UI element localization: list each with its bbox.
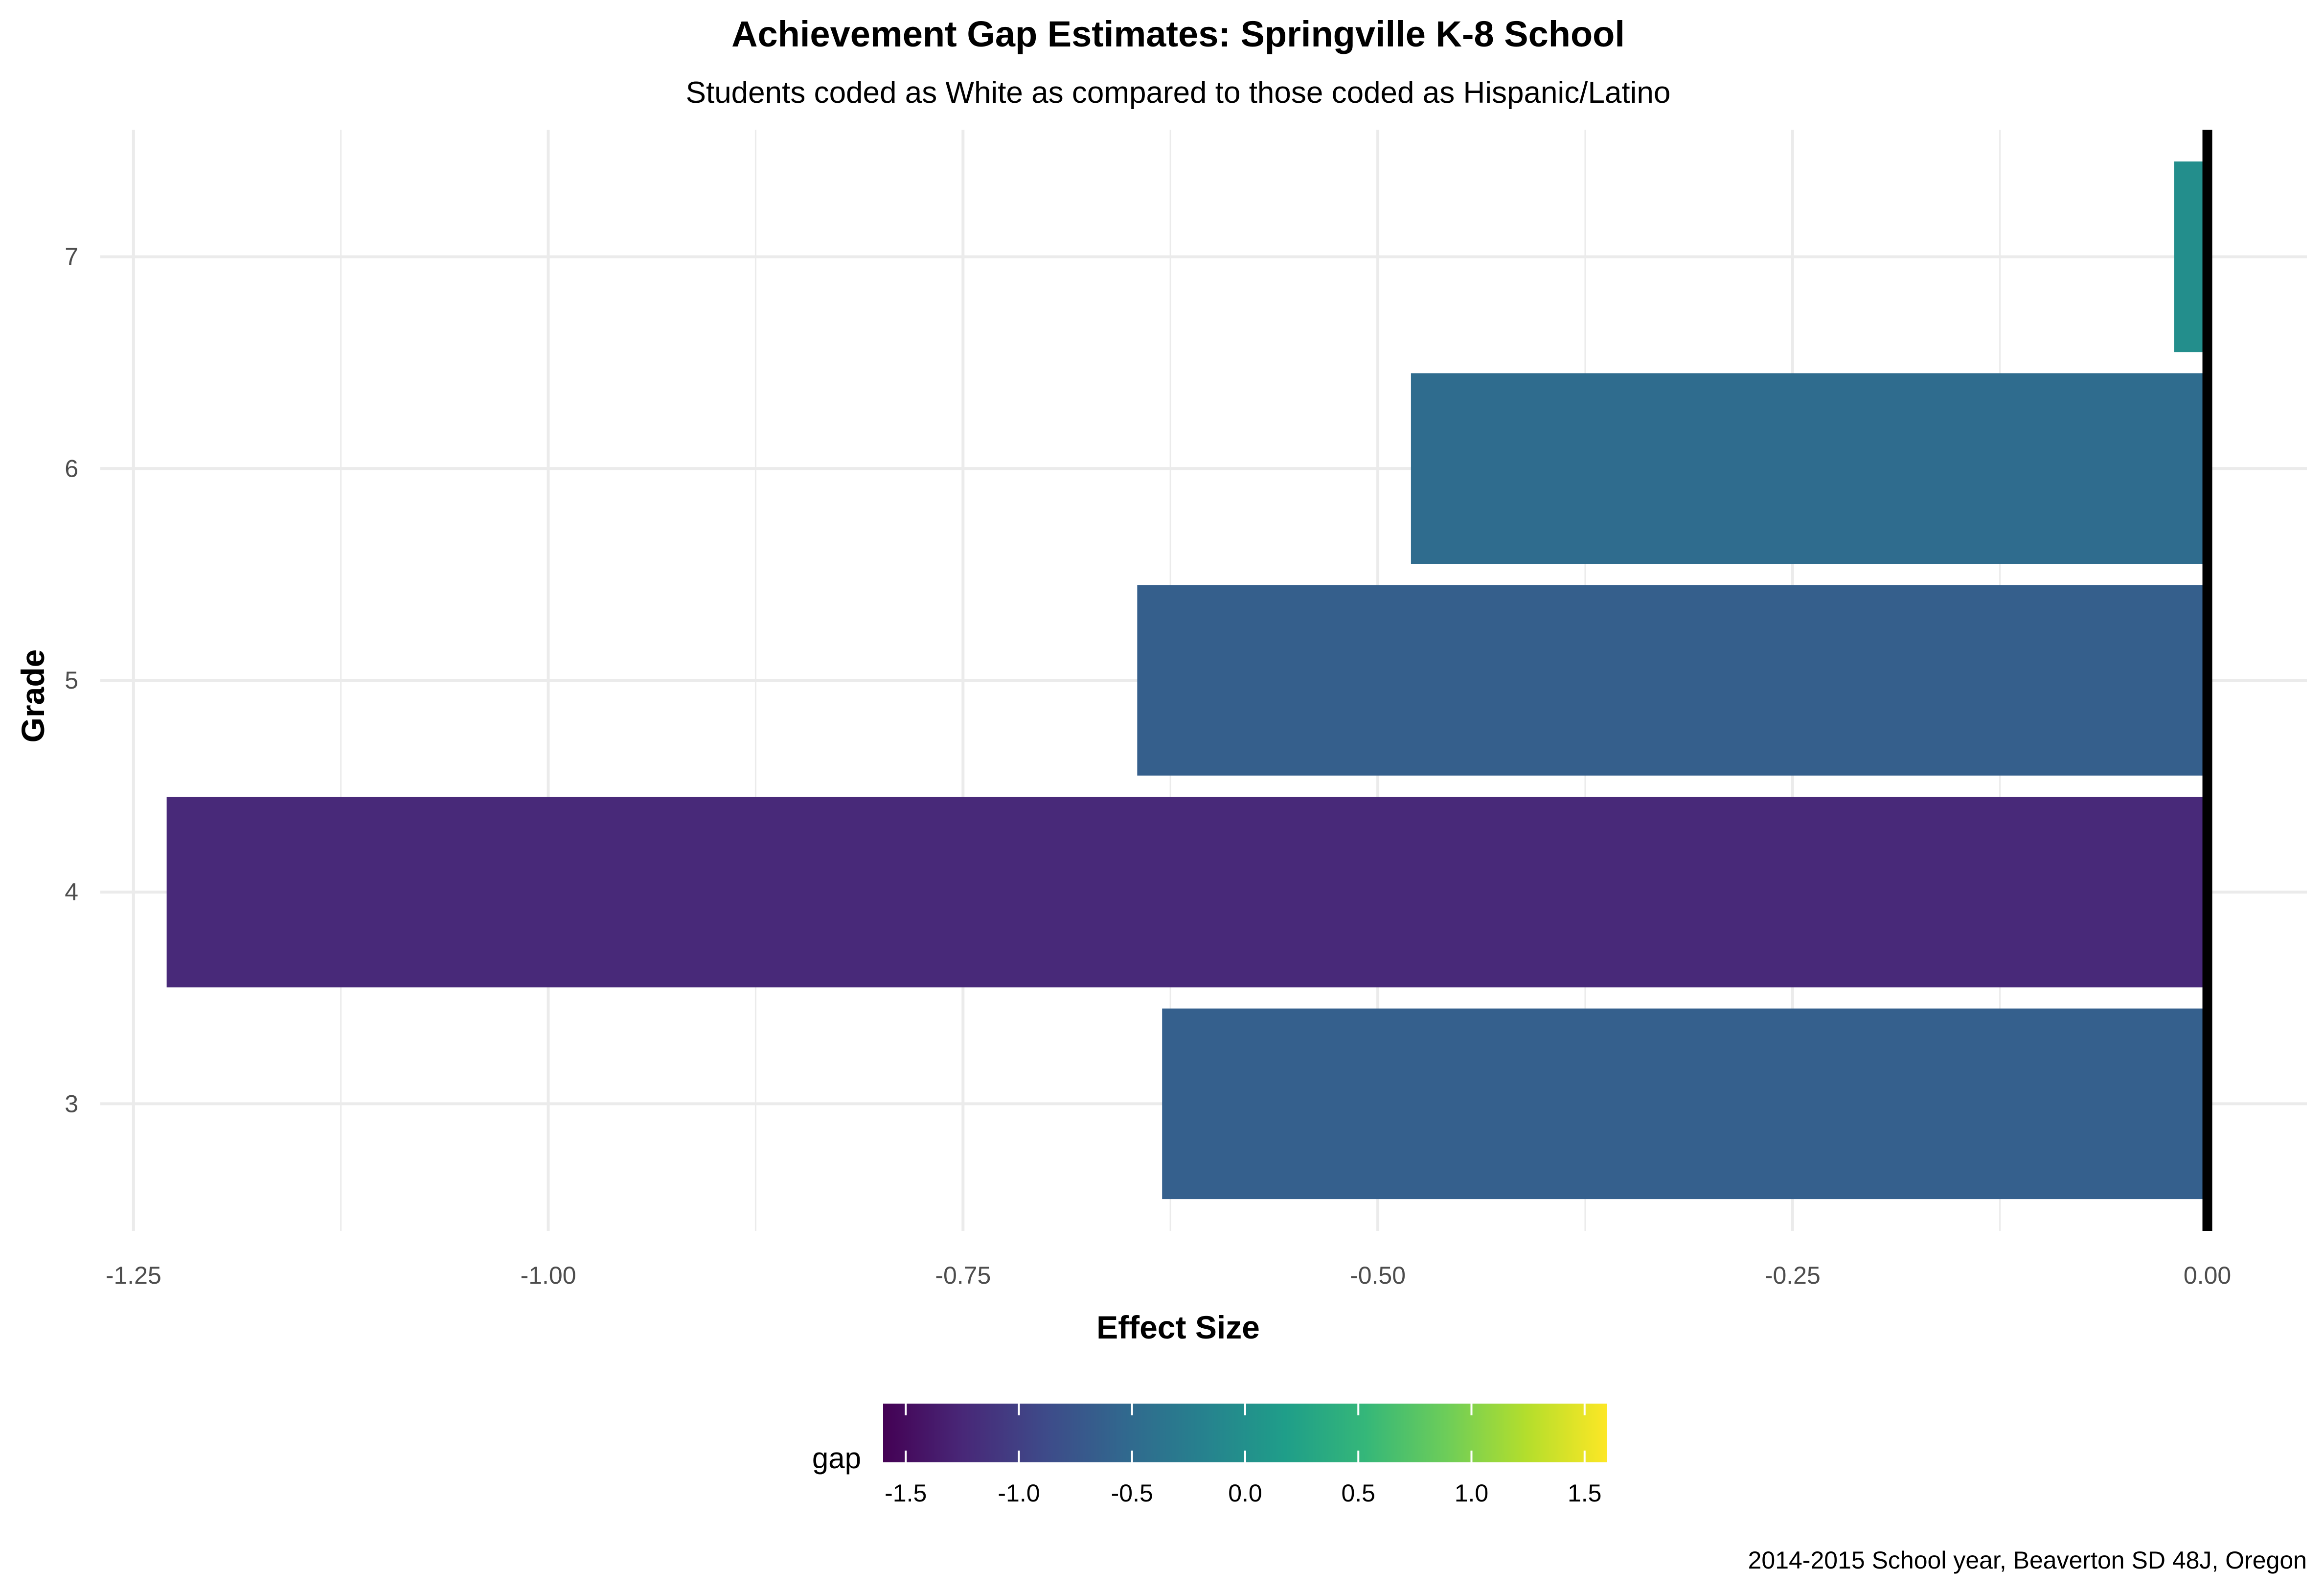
bar-grade-5 — [1137, 585, 2208, 776]
x-tick-label: -1.00 — [521, 1262, 576, 1289]
bar-grade-3 — [1162, 1008, 2208, 1200]
y-tick-label: 6 — [65, 455, 78, 482]
y-tick-label: 3 — [65, 1090, 78, 1117]
bar-grade-7 — [2174, 161, 2208, 352]
chart-title: Achievement Gap Estimates: Springville K… — [731, 14, 1625, 54]
x-tick-label: -0.75 — [935, 1262, 991, 1289]
y-tick-label: 7 — [65, 243, 78, 271]
x-axis-ticks: -1.25 -1.00 -0.75 -0.50 -0.25 0.00 — [106, 1262, 2231, 1289]
y-axis-ticks: 3 4 5 6 7 — [65, 243, 78, 1118]
legend-title: gap — [812, 1442, 861, 1475]
legend-tick-label: -1.0 — [998, 1479, 1040, 1507]
bar-grade-6 — [1411, 373, 2208, 564]
x-tick-label: -0.25 — [1765, 1262, 1821, 1289]
x-tick-label: 0.00 — [2184, 1262, 2231, 1289]
y-axis-title: Grade — [15, 649, 51, 743]
chart-subtitle: Students coded as White as compared to t… — [686, 76, 1671, 110]
x-tick-label: -0.50 — [1350, 1262, 1406, 1289]
y-tick-label: 4 — [65, 878, 78, 906]
chart-caption: 2014-2015 School year, Beaverton SD 48J,… — [1748, 1547, 2307, 1574]
bars — [166, 161, 2208, 1200]
legend-tick-label: 0.0 — [1228, 1479, 1262, 1507]
x-axis-title: Effect Size — [1096, 1309, 1260, 1345]
legend-tick-label: -1.5 — [885, 1479, 927, 1507]
y-tick-label: 5 — [65, 667, 78, 694]
legend-tick-label: 1.0 — [1455, 1479, 1489, 1507]
legend-tick-label: -0.5 — [1111, 1479, 1153, 1507]
legend-tick-label: 1.5 — [1568, 1479, 1602, 1507]
bar-grade-4 — [166, 796, 2208, 988]
x-tick-label: -1.25 — [106, 1262, 161, 1289]
legend: gap -1.5 -1.0 -0.5 0.0 0.5 1.0 1.5 — [812, 1404, 1607, 1507]
legend-tick-label: 0.5 — [1341, 1479, 1375, 1507]
